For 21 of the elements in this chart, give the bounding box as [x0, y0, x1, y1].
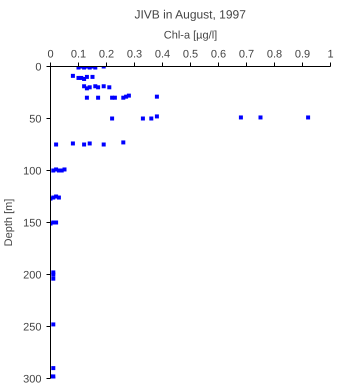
y-tick-label: 0	[35, 62, 42, 74]
x-tick-label: 0.9	[294, 48, 310, 60]
y-tick-label: 300	[23, 374, 42, 384]
y-tick-label: 50	[29, 114, 42, 126]
y-axis-title: Depth [m]	[3, 198, 16, 246]
x-tick-label: 0.8	[266, 48, 282, 60]
y-tick-label: 150	[23, 218, 42, 230]
y-tick-label: 100	[23, 166, 42, 178]
x-tick-label: 0.1	[70, 48, 86, 60]
x-tick-label: 1	[327, 48, 334, 60]
x-tick-label: 0.5	[182, 48, 198, 60]
x-tick-label: 0.4	[154, 48, 170, 60]
x-tick-label: 0.7	[238, 48, 254, 60]
x-axis-title: Chl-a [µg/l]	[164, 30, 218, 42]
x-tick-label: 0.2	[98, 48, 114, 60]
y-tick-label: 250	[23, 322, 42, 334]
chart-title: JIVB in August, 1997	[134, 8, 246, 22]
x-tick-label: 0.3	[126, 48, 142, 60]
y-tick-label: 200	[23, 270, 42, 282]
x-tick-label: 0	[47, 48, 54, 60]
x-tick-label: 0.6	[210, 48, 226, 60]
